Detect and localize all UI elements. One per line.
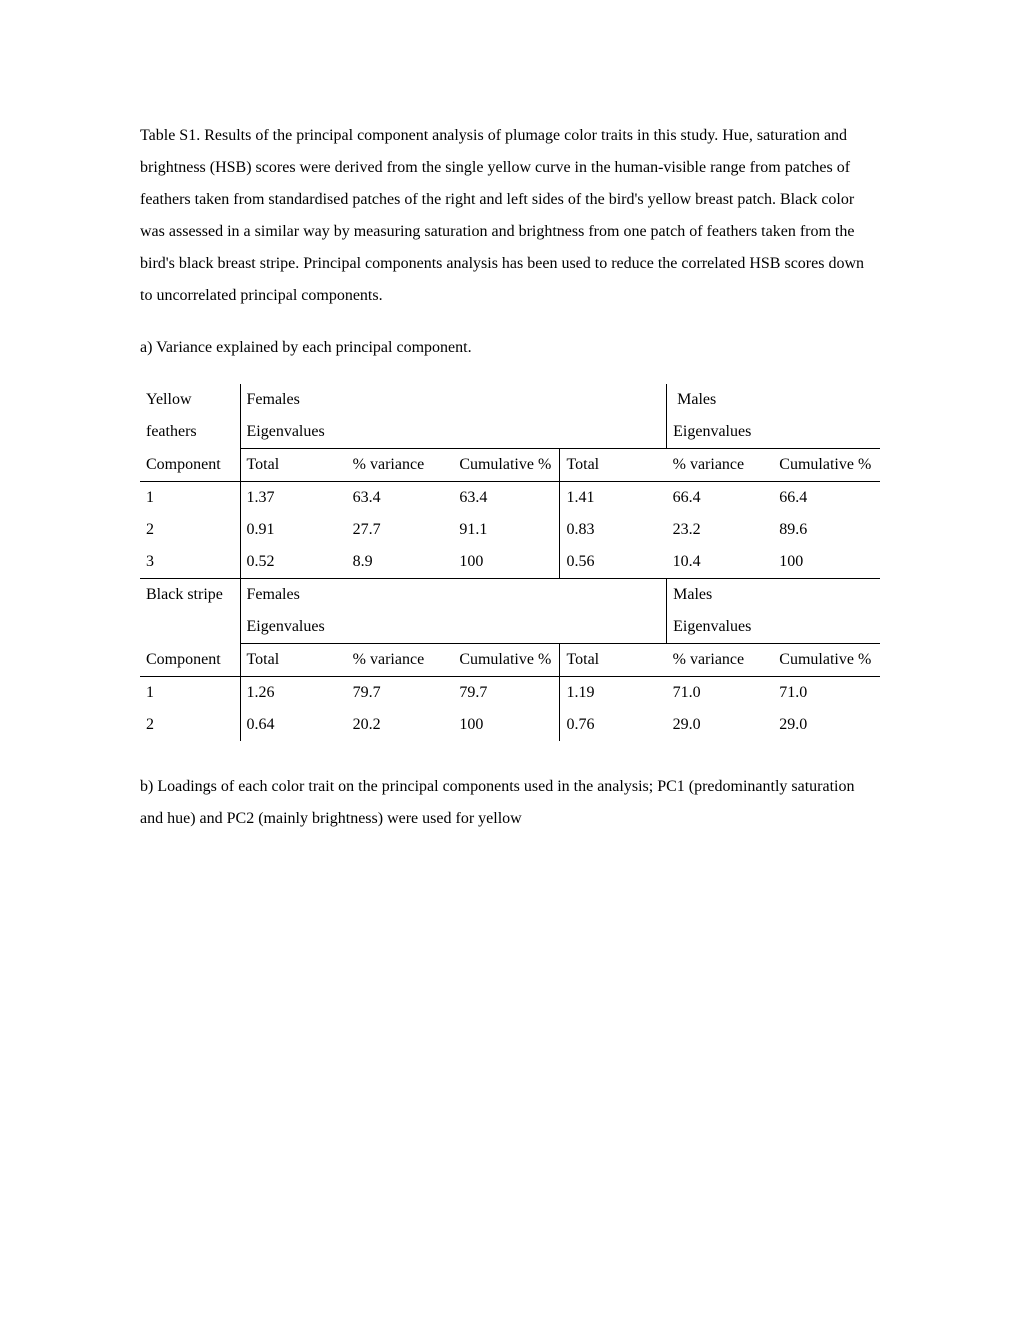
col-pct-var: % variance bbox=[347, 644, 454, 677]
cell: 100 bbox=[453, 546, 560, 579]
cell: 1 bbox=[140, 482, 240, 515]
cell: 8.9 bbox=[347, 546, 454, 579]
cell: 1.41 bbox=[560, 482, 667, 515]
cell: 1.19 bbox=[560, 677, 667, 710]
table-row: Eigenvalues Eigenvalues bbox=[140, 416, 880, 449]
col-cum-pct: Cumulative % bbox=[773, 644, 880, 677]
cell: 0.52 bbox=[240, 546, 347, 579]
cell: 0.76 bbox=[560, 709, 667, 741]
females-header: Females bbox=[240, 579, 560, 612]
eigen-label: Eigenvalues bbox=[240, 611, 560, 644]
females-header: Females bbox=[240, 384, 560, 416]
cell: 1.37 bbox=[240, 482, 347, 515]
cell: 0.56 bbox=[560, 546, 667, 579]
cell: 100 bbox=[773, 546, 880, 579]
table-caption: Table S1. Results of the principal compo… bbox=[140, 120, 880, 312]
col-pct-var: % variance bbox=[347, 449, 454, 482]
cell: 20.2 bbox=[347, 709, 454, 741]
cell: 29.0 bbox=[773, 709, 880, 741]
table-row: 1 1.26 79.7 79.7 1.19 71.0 71.0 bbox=[140, 677, 880, 710]
cell: 1.26 bbox=[240, 677, 347, 710]
col-component: Component bbox=[140, 449, 240, 482]
cell: 10.4 bbox=[667, 546, 774, 579]
males-header: Males bbox=[667, 384, 880, 416]
eigen-label: Eigenvalues bbox=[240, 416, 560, 449]
table-row: 1 1.37 63.4 63.4 1.41 66.4 66.4 bbox=[140, 482, 880, 515]
cell: 29.0 bbox=[667, 709, 774, 741]
cell: 89.6 bbox=[773, 514, 880, 546]
eigen-label: Eigenvalues bbox=[667, 611, 880, 644]
col-total: Total bbox=[560, 449, 667, 482]
cell: 63.4 bbox=[347, 482, 454, 515]
table-row: Eigenvalues Eigenvalues bbox=[140, 611, 880, 644]
col-component: Component bbox=[140, 644, 240, 677]
cell: 79.7 bbox=[453, 677, 560, 710]
table-row: 2 0.91 27.7 91.1 0.83 23.2 89.6 bbox=[140, 514, 880, 546]
cell: 2 bbox=[140, 514, 240, 546]
eigen-label: Eigenvalues bbox=[667, 416, 880, 449]
table-row: Component Total % variance Cumulative % … bbox=[140, 644, 880, 677]
table-row: Component Total % variance Cumulative % … bbox=[140, 449, 880, 482]
cell: 66.4 bbox=[667, 482, 774, 515]
table-row: Black stripe Females Males bbox=[140, 579, 880, 612]
cell: 71.0 bbox=[667, 677, 774, 710]
section-a-label: a) Variance explained by each principal … bbox=[140, 332, 880, 364]
col-total: Total bbox=[240, 449, 347, 482]
variance-table: Yellow feathers Females Males Eigenvalue… bbox=[140, 384, 880, 741]
cell: 66.4 bbox=[773, 482, 880, 515]
cell: 27.7 bbox=[347, 514, 454, 546]
cell: 2 bbox=[140, 709, 240, 741]
table-row: 3 0.52 8.9 100 0.56 10.4 100 bbox=[140, 546, 880, 579]
cell: 71.0 bbox=[773, 677, 880, 710]
cell: 63.4 bbox=[453, 482, 560, 515]
cell: 1 bbox=[140, 677, 240, 710]
table-row: Yellow feathers Females Males bbox=[140, 384, 880, 416]
col-total: Total bbox=[560, 644, 667, 677]
section-b-label: b) Loadings of each color trait on the p… bbox=[140, 771, 880, 835]
cell: 3 bbox=[140, 546, 240, 579]
col-pct-var: % variance bbox=[667, 449, 774, 482]
cell: 23.2 bbox=[667, 514, 774, 546]
cell: 0.91 bbox=[240, 514, 347, 546]
col-pct-var: % variance bbox=[667, 644, 774, 677]
cell: 0.83 bbox=[560, 514, 667, 546]
row-label: Black stripe bbox=[140, 579, 240, 644]
cell: 0.64 bbox=[240, 709, 347, 741]
cell: 79.7 bbox=[347, 677, 454, 710]
col-cum-pct: Cumulative % bbox=[453, 644, 560, 677]
row-label: Yellow feathers bbox=[140, 384, 240, 449]
males-header: Males bbox=[667, 579, 880, 612]
col-total: Total bbox=[240, 644, 347, 677]
table-row: 2 0.64 20.2 100 0.76 29.0 29.0 bbox=[140, 709, 880, 741]
col-cum-pct: Cumulative % bbox=[773, 449, 880, 482]
cell: 100 bbox=[453, 709, 560, 741]
col-cum-pct: Cumulative % bbox=[453, 449, 560, 482]
cell: 91.1 bbox=[453, 514, 560, 546]
